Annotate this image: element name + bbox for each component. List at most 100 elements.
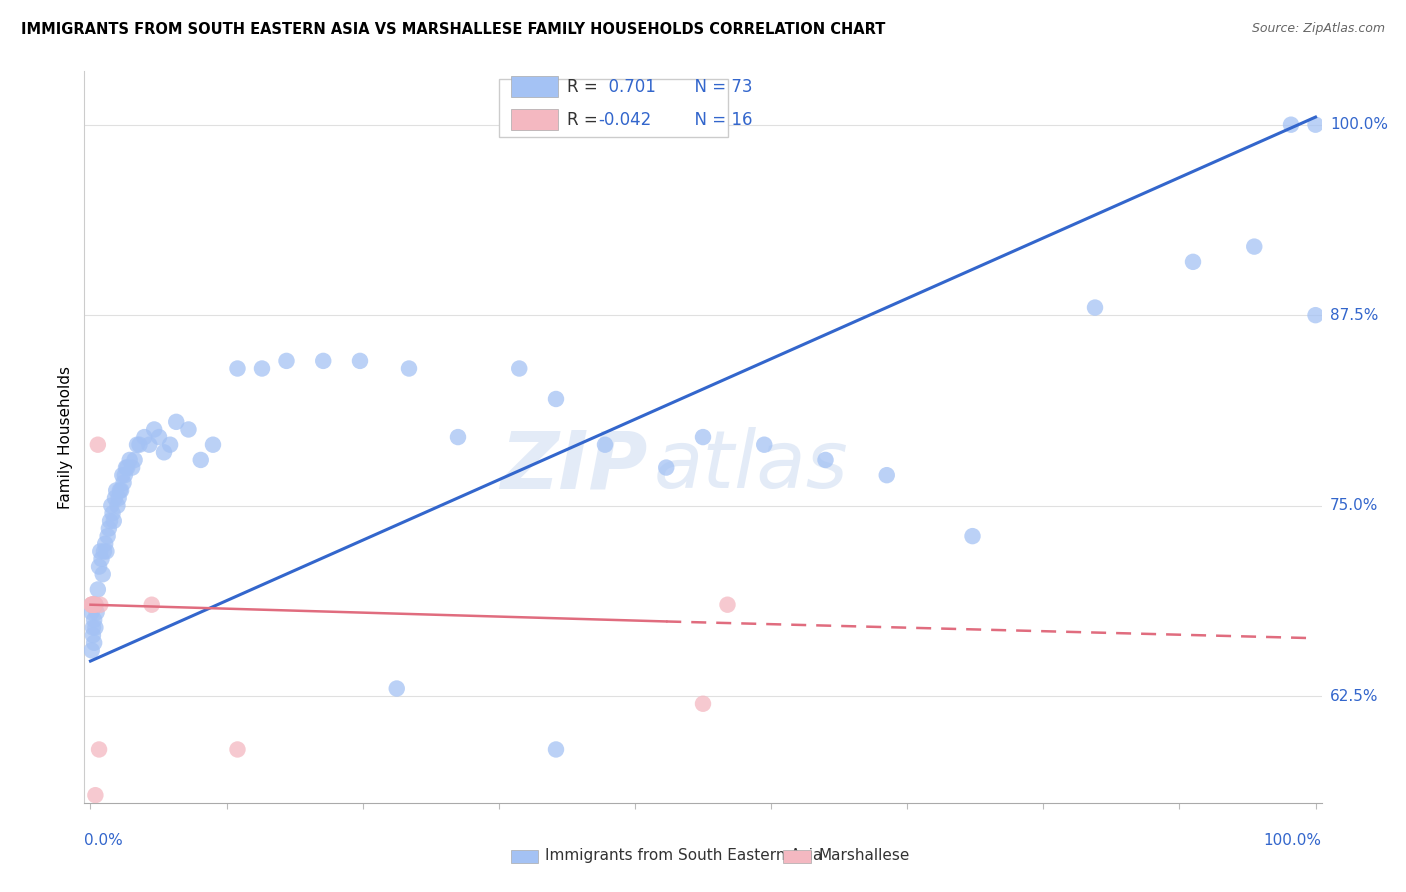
- Point: [143, 422, 166, 436]
- Point: [98, 514, 121, 528]
- Point: [80, 598, 103, 612]
- Point: [177, 422, 200, 436]
- Point: [159, 438, 181, 452]
- Point: [385, 681, 408, 696]
- Point: [97, 522, 120, 536]
- FancyBboxPatch shape: [783, 849, 811, 863]
- Text: 0.0%: 0.0%: [84, 833, 124, 848]
- Text: -0.042: -0.042: [598, 111, 651, 128]
- Point: [91, 567, 114, 582]
- Text: R =: R =: [567, 111, 603, 128]
- Point: [226, 361, 249, 376]
- Point: [90, 552, 112, 566]
- Text: 100.0%: 100.0%: [1330, 117, 1388, 132]
- Point: [83, 613, 105, 627]
- Point: [312, 354, 335, 368]
- Point: [89, 544, 111, 558]
- Point: [82, 598, 104, 612]
- Point: [82, 621, 104, 635]
- Point: [1084, 301, 1107, 315]
- Point: [138, 438, 160, 452]
- Point: [1182, 255, 1205, 269]
- Point: [398, 361, 420, 376]
- Point: [118, 453, 141, 467]
- Text: R =: R =: [567, 78, 603, 95]
- Point: [124, 453, 146, 467]
- Point: [82, 598, 104, 612]
- Point: [107, 499, 129, 513]
- Point: [83, 598, 105, 612]
- Text: N = 16: N = 16: [685, 111, 754, 128]
- Point: [112, 475, 135, 490]
- Point: [121, 460, 143, 475]
- Text: Marshallese: Marshallese: [818, 848, 910, 863]
- FancyBboxPatch shape: [512, 110, 558, 130]
- Point: [108, 483, 131, 498]
- Point: [692, 697, 714, 711]
- Point: [89, 598, 111, 612]
- Y-axis label: Family Households: Family Households: [58, 366, 73, 508]
- Point: [1243, 239, 1265, 253]
- FancyBboxPatch shape: [512, 849, 538, 863]
- FancyBboxPatch shape: [499, 78, 728, 137]
- Point: [83, 598, 105, 612]
- Point: [93, 544, 115, 558]
- Point: [349, 354, 371, 368]
- FancyBboxPatch shape: [512, 77, 558, 97]
- Point: [104, 491, 127, 505]
- Point: [1279, 118, 1302, 132]
- Point: [655, 460, 678, 475]
- Point: [84, 788, 107, 802]
- Point: [115, 460, 138, 475]
- Point: [101, 506, 124, 520]
- Point: [508, 361, 530, 376]
- Text: 62.5%: 62.5%: [1330, 689, 1378, 704]
- Text: 75.0%: 75.0%: [1330, 498, 1378, 513]
- Point: [593, 438, 616, 452]
- Point: [100, 499, 122, 513]
- Point: [105, 483, 128, 498]
- Point: [1305, 118, 1327, 132]
- Point: [276, 354, 298, 368]
- Text: 87.5%: 87.5%: [1330, 308, 1378, 323]
- Point: [814, 453, 837, 467]
- Point: [114, 468, 136, 483]
- Point: [87, 559, 110, 574]
- Point: [876, 468, 898, 483]
- Point: [148, 430, 170, 444]
- Point: [692, 430, 714, 444]
- Point: [84, 621, 107, 635]
- Text: N = 73: N = 73: [685, 78, 754, 95]
- Point: [107, 491, 129, 505]
- Point: [754, 438, 776, 452]
- Point: [97, 529, 120, 543]
- Point: [84, 598, 107, 612]
- Point: [250, 361, 273, 376]
- Point: [201, 438, 224, 452]
- Point: [83, 636, 105, 650]
- Point: [125, 438, 148, 452]
- Point: [103, 514, 125, 528]
- Text: Immigrants from South Eastern Asia: Immigrants from South Eastern Asia: [544, 848, 823, 863]
- Point: [1305, 308, 1327, 322]
- Point: [226, 742, 249, 756]
- Point: [94, 537, 117, 551]
- Point: [153, 445, 176, 459]
- Point: [80, 598, 103, 612]
- Point: [544, 392, 567, 406]
- Point: [110, 483, 132, 498]
- Text: atlas: atlas: [654, 427, 848, 506]
- Text: 0.701: 0.701: [598, 78, 655, 95]
- Point: [716, 598, 738, 612]
- Point: [87, 742, 110, 756]
- Point: [111, 468, 134, 483]
- Point: [82, 628, 104, 642]
- Point: [87, 582, 110, 597]
- Point: [962, 529, 984, 543]
- Text: 100.0%: 100.0%: [1264, 833, 1322, 848]
- Point: [447, 430, 470, 444]
- Text: Source: ZipAtlas.com: Source: ZipAtlas.com: [1251, 22, 1385, 36]
- Point: [134, 430, 156, 444]
- Point: [165, 415, 187, 429]
- Point: [128, 438, 150, 452]
